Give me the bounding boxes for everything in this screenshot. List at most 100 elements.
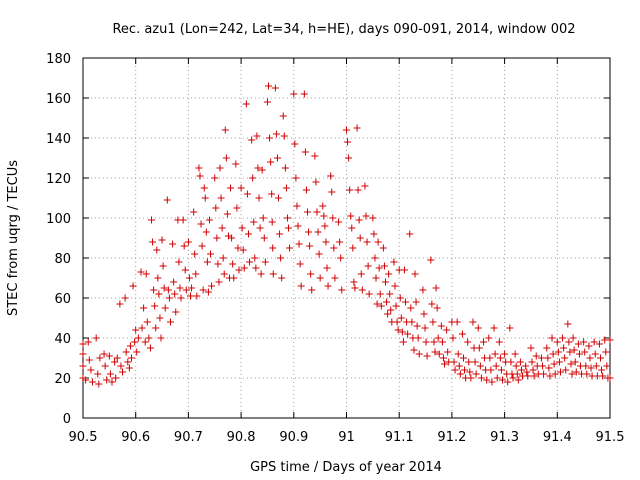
data-point — [370, 230, 378, 238]
data-point — [158, 236, 166, 244]
data-point — [306, 242, 314, 250]
data-point — [145, 334, 153, 342]
data-point — [554, 348, 562, 356]
data-point — [427, 256, 435, 264]
data-point — [512, 362, 520, 370]
data-point — [240, 264, 248, 272]
data-point — [346, 186, 354, 194]
data-point — [412, 298, 420, 306]
data-point — [353, 124, 361, 132]
data-point — [453, 318, 461, 326]
data-point — [131, 338, 139, 346]
data-point — [402, 298, 410, 306]
data-point — [248, 136, 256, 144]
data-point — [369, 214, 377, 222]
data-point — [461, 366, 469, 374]
data-point — [200, 184, 208, 192]
data-point — [251, 254, 259, 262]
data-point — [575, 350, 583, 358]
data-point — [602, 348, 610, 356]
data-point — [530, 372, 538, 380]
data-point — [603, 362, 611, 370]
data-point — [292, 174, 300, 182]
data-point — [215, 278, 223, 286]
data-point — [282, 184, 290, 192]
data-point — [113, 354, 121, 362]
x-tick-labels: 90.5 90.6 90.7 90.8 90.9 91 91.1 91.2 91.3 91.4 91… — [69, 430, 625, 445]
data-point — [294, 222, 302, 230]
data-point — [559, 334, 567, 342]
data-point — [146, 344, 154, 352]
data-point — [235, 266, 243, 274]
data-point — [85, 356, 93, 364]
data-point — [238, 224, 246, 232]
data-point — [177, 294, 185, 302]
data-point — [549, 350, 557, 358]
y-axis-label: STEC from uqrg / TECUs — [6, 160, 21, 316]
data-point — [379, 244, 387, 252]
data-point — [540, 370, 548, 378]
data-point — [179, 216, 187, 224]
data-point — [590, 338, 598, 346]
data-point — [537, 354, 545, 362]
data-point — [331, 274, 339, 282]
data-point — [170, 278, 178, 286]
data-point — [555, 358, 563, 366]
data-point — [467, 374, 475, 382]
data-point — [423, 352, 431, 360]
data-point — [414, 334, 422, 342]
data-point — [338, 286, 346, 294]
data-point — [574, 340, 582, 348]
data-points — [79, 82, 614, 388]
data-point — [79, 340, 87, 348]
data-point — [372, 274, 380, 282]
data-point — [569, 334, 577, 342]
data-point — [561, 354, 569, 362]
data-point — [138, 324, 146, 332]
data-point — [398, 328, 406, 336]
data-point — [386, 290, 394, 298]
data-point — [356, 234, 364, 242]
data-point — [149, 238, 157, 246]
x-tick-label: 91.4 — [543, 430, 572, 445]
data-point — [354, 186, 362, 194]
data-point — [95, 380, 103, 388]
data-point — [496, 354, 504, 362]
data-point — [474, 324, 482, 332]
data-point — [87, 366, 95, 374]
data-point — [355, 216, 363, 224]
data-point — [249, 174, 257, 182]
data-point — [222, 154, 230, 162]
data-point — [432, 284, 440, 292]
data-point — [312, 178, 320, 186]
data-point — [150, 286, 158, 294]
data-point — [400, 266, 408, 274]
data-point — [469, 318, 477, 326]
data-point — [286, 244, 294, 252]
data-point — [117, 362, 125, 370]
data-point — [431, 348, 439, 356]
data-point — [271, 84, 279, 92]
y-tick-label: 60 — [54, 292, 71, 307]
data-point — [606, 336, 614, 344]
data-point — [269, 270, 277, 278]
data-point — [516, 358, 524, 366]
data-point — [581, 348, 589, 356]
data-point — [261, 258, 269, 266]
data-point — [133, 348, 141, 356]
data-point — [459, 354, 467, 362]
x-axis-label: GPS time / Days of year 2014 — [250, 460, 442, 475]
data-point — [278, 274, 286, 282]
data-point — [322, 238, 330, 246]
data-point — [126, 342, 134, 350]
data-point — [116, 300, 124, 308]
data-point — [308, 286, 316, 294]
data-point — [140, 304, 148, 312]
data-point — [364, 262, 372, 270]
data-point — [319, 202, 327, 210]
data-point — [314, 228, 322, 236]
data-point — [528, 358, 536, 366]
data-point — [458, 330, 466, 338]
data-point — [527, 344, 535, 352]
data-point — [79, 350, 87, 358]
